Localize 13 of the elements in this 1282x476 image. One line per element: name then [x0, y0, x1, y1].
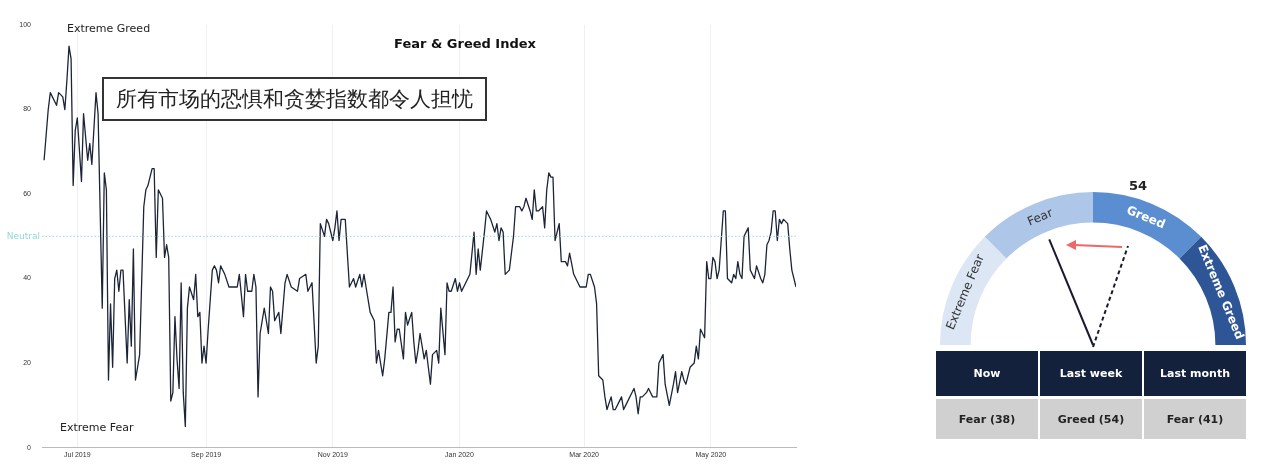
data-label: Greed (54) — [1040, 399, 1142, 439]
ref-line-label: Neutral — [6, 230, 40, 241]
data-label: Fear (41) — [1144, 399, 1246, 439]
category-label: Last month — [1144, 351, 1246, 396]
data-label: Fear (38) — [936, 399, 1038, 439]
text: Fear & Greed Index — [394, 36, 537, 52]
annotation: 所有市场的恐惧和贪婪指数都令人担忧 — [102, 77, 487, 121]
text: 54 — [1129, 178, 1148, 193]
slice-label: Fear — [1025, 205, 1055, 229]
annotation: Extreme Fear — [60, 421, 134, 434]
category-label: Now — [936, 351, 1038, 396]
annotation: Extreme Greed — [67, 22, 151, 35]
category-label: Last week — [1040, 351, 1142, 396]
